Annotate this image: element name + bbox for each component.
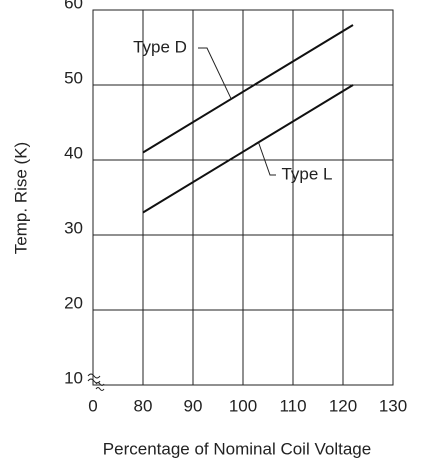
x-tick-label: 90 xyxy=(184,396,203,415)
series-annotation: Type L xyxy=(281,164,332,183)
y-axis-label: Temp. Rise (K) xyxy=(11,142,30,254)
y-tick-label: 40 xyxy=(64,143,83,162)
x-tick-label: 0 xyxy=(88,396,97,415)
y-tick-label: 10 xyxy=(64,368,83,387)
y-tick-label: 60 xyxy=(64,0,83,12)
axis-break xyxy=(87,373,105,391)
y-tick-label: 50 xyxy=(64,68,83,87)
y-tick-label: 30 xyxy=(64,218,83,237)
x-axis-label: Percentage of Nominal Coil Voltage xyxy=(103,439,371,458)
series-line xyxy=(142,24,354,154)
annotation-leader xyxy=(258,142,276,176)
x-tick-label: 110 xyxy=(279,396,306,415)
y-tick-label: 20 xyxy=(64,293,83,312)
x-tick-label: 120 xyxy=(329,396,357,415)
x-tick-label: 100 xyxy=(229,396,257,415)
x-tick-label: 80 xyxy=(134,396,153,415)
annotation-leader xyxy=(198,47,232,100)
series-annotation: Type D xyxy=(133,37,187,56)
series-line xyxy=(142,84,354,214)
x-tick-label: 130 xyxy=(379,396,407,415)
